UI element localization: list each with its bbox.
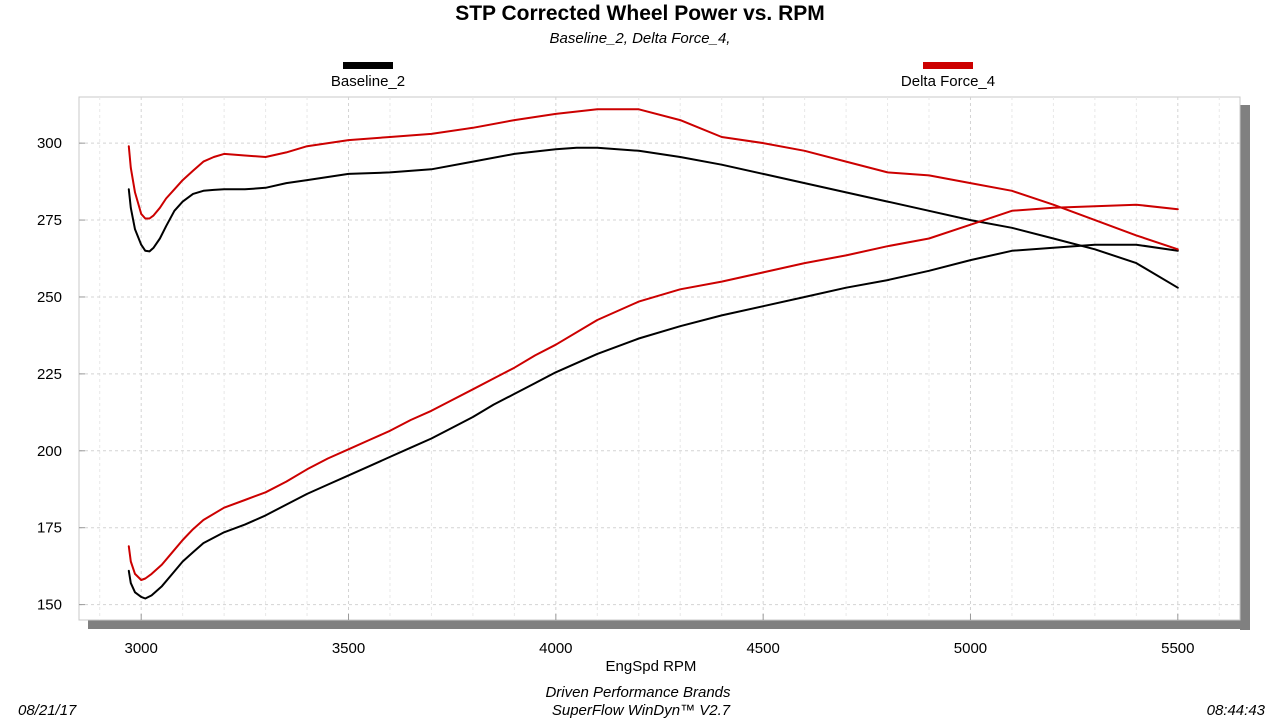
plot-area [78,96,1241,621]
footer-time: 08:44:43 [1206,702,1265,719]
legend-label-baseline: Baseline_2 [330,73,406,90]
series-line-baseline-torque [127,243,1179,600]
series-line-delta-force-torque [127,203,1179,581]
plot-shadow-bottom [88,620,1250,629]
y-tick-label: 275 [37,212,62,229]
x-tick-label: 3000 [125,640,158,657]
footer-company: Driven Performance Brands [545,684,731,701]
series-line-baseline-power [127,146,1179,289]
plot-frame [78,96,1241,621]
x-axis-label: EngSpd RPM [606,658,697,675]
footer-date: 08/21/17 [18,702,77,719]
chart-subtitle: Baseline_2, Delta Force_4, [549,30,731,47]
y-tick-label: 200 [37,443,62,460]
grid-lines [79,97,1240,620]
legend-label-delta-force: Delta Force_4 [900,73,996,90]
x-tick-label: 4500 [746,640,779,657]
legend-item-delta-force: Delta Force_4 [848,62,1048,90]
plot-shadow-right [1240,105,1250,630]
legend-item-baseline: Baseline_2 [268,62,468,90]
y-axis-ticks: 150 175 200 225 250 275 300 [37,135,85,614]
legend-swatch-delta-force [923,62,973,69]
x-tick-label: 5500 [1161,640,1194,657]
series-lines [127,108,1179,600]
legend-swatch-baseline [343,62,393,69]
footer-software: SuperFlow WinDyn™ V2.7 [551,702,731,719]
y-tick-label: 250 [37,289,62,306]
y-tick-label: 175 [37,520,62,537]
x-tick-label: 3500 [332,640,365,657]
y-tick-label: 150 [37,597,62,614]
x-tick-label: 4000 [539,640,572,657]
series-line-delta-force-power [127,108,1179,251]
y-tick-label: 300 [37,135,62,152]
y-tick-label: 225 [37,366,62,383]
x-axis-ticks: 3000 3500 4000 4500 5000 5500 [125,614,1194,657]
plot-frame-shadow [88,105,1250,630]
x-tick-label: 5000 [954,640,987,657]
chart-title: STP Corrected Wheel Power vs. RPM [455,2,825,25]
